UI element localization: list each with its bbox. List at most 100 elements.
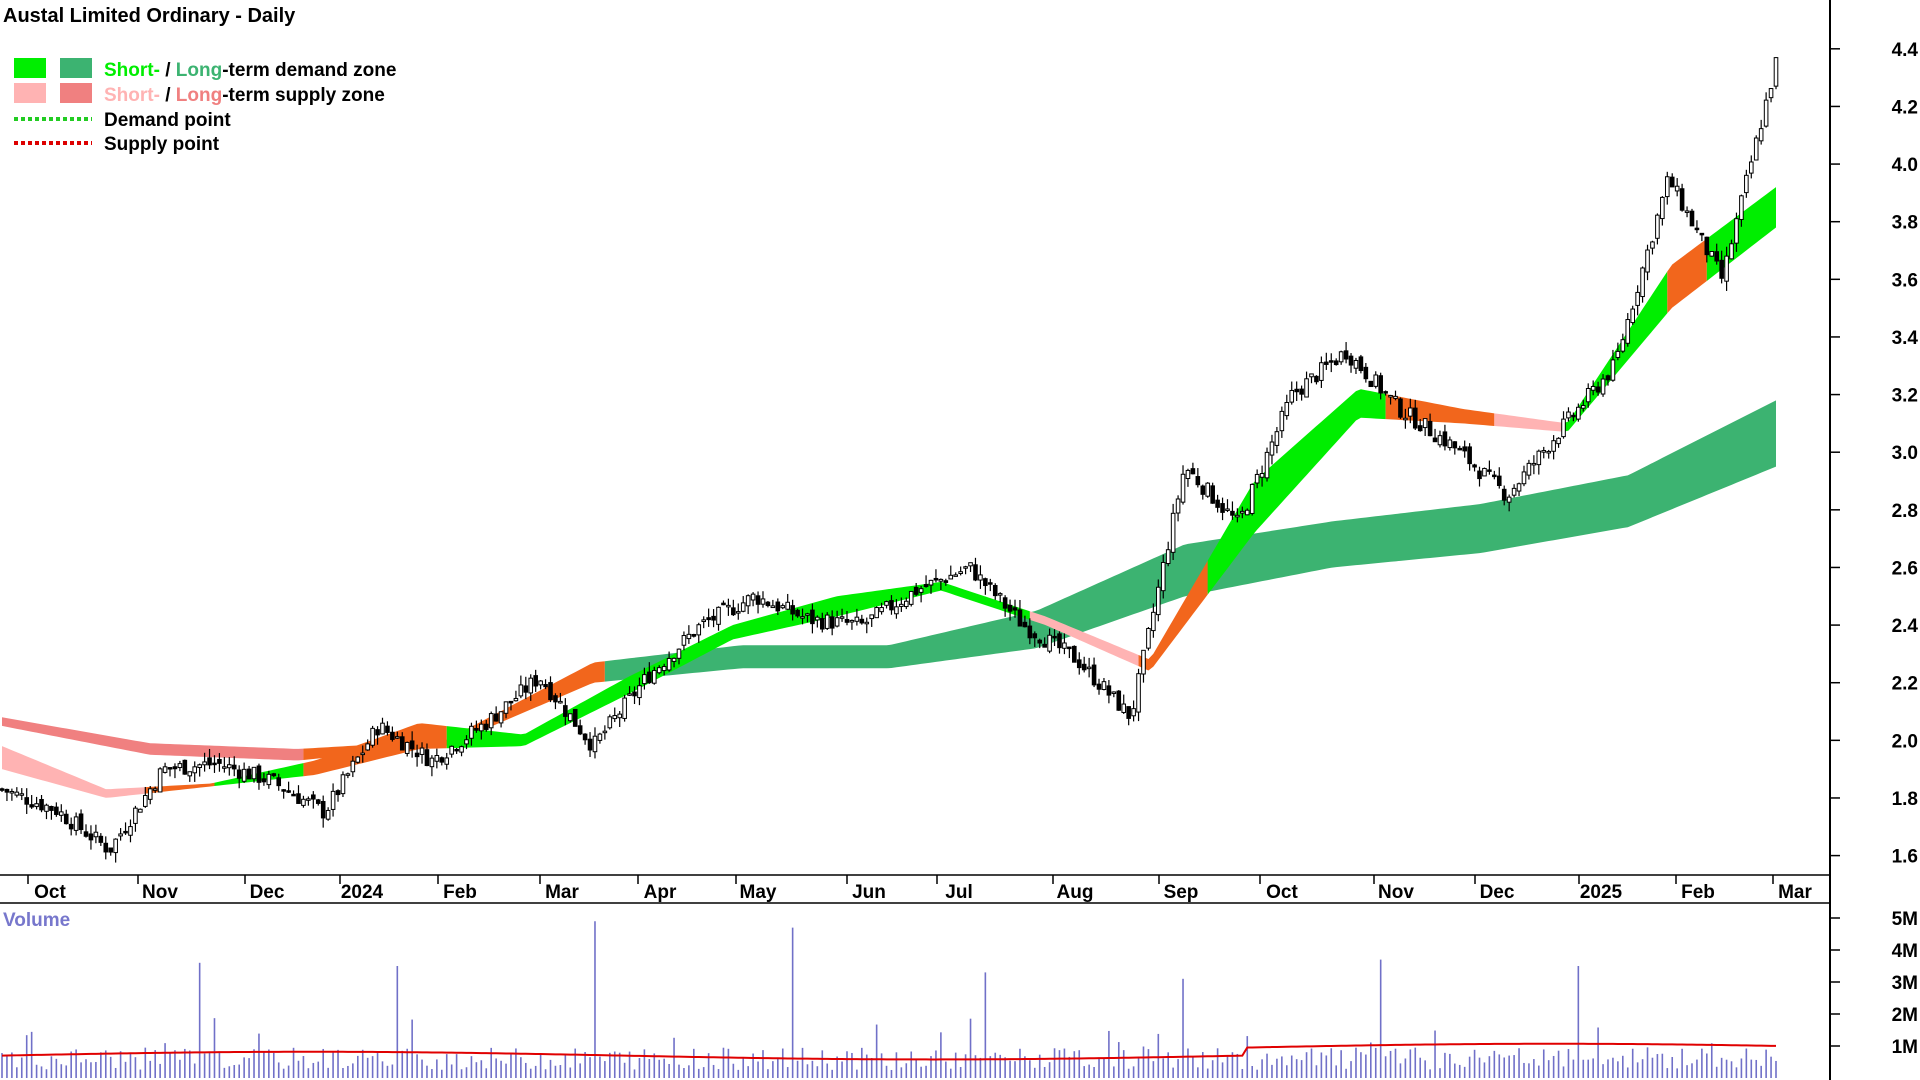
candle-body [1635, 291, 1640, 306]
candle-body [1205, 482, 1211, 497]
candle-body [345, 773, 351, 776]
candle-body [1442, 431, 1448, 447]
candle-body [800, 616, 805, 619]
candle-body [1111, 691, 1117, 694]
y-tick-label: 2.2 [1892, 674, 1918, 695]
candle-body [810, 609, 815, 625]
candle-body [1081, 663, 1087, 671]
candle-body [1773, 57, 1779, 87]
candle-body [706, 617, 711, 621]
candle-body [162, 766, 168, 773]
candle-body [380, 722, 385, 735]
candle-body [503, 701, 509, 714]
candle-body [943, 580, 949, 583]
candle-body [1225, 508, 1230, 511]
candle-body [409, 740, 415, 750]
candle-body [113, 838, 118, 854]
candle-body [395, 736, 400, 739]
candle-body [246, 768, 252, 780]
candle-body [93, 831, 99, 838]
volume-bars [1, 921, 1777, 1078]
candle-body [1679, 188, 1685, 211]
candle-body [1734, 218, 1739, 244]
candle-body [597, 733, 603, 741]
candle-body [488, 713, 494, 729]
candle-body [1556, 437, 1561, 445]
candle-body [869, 614, 875, 620]
x-month-ticks: Oct Nov Dec 2024 Feb Mar Apr May Jun Jul Aug Sep Oct… [27, 875, 1812, 903]
x-tick-label: Dec [1480, 882, 1515, 903]
short-term-supply-zone [2, 746, 146, 798]
short-term-demand-zone [1706, 187, 1776, 281]
x-tick-label: 2025 [1580, 882, 1623, 903]
candle-body [385, 725, 390, 733]
candle-body [543, 684, 548, 688]
candle-body [1052, 635, 1057, 639]
candle-body [1467, 446, 1472, 465]
candle-body [780, 605, 786, 609]
candle-body [1027, 625, 1033, 639]
candle-body [157, 768, 163, 793]
candle-body [454, 748, 459, 752]
long-term-supply-zone [2, 717, 304, 761]
y-tick-label: 3.2 [1892, 386, 1918, 407]
candle-body [1047, 634, 1052, 652]
candle-body [360, 752, 366, 756]
candle-body [647, 671, 652, 684]
candle-body [83, 831, 89, 837]
candle-body [1482, 467, 1487, 477]
candle-body [118, 833, 123, 837]
candle-body [1002, 597, 1008, 609]
legend-supply-long: Long [176, 85, 222, 106]
candle-body [1408, 407, 1413, 417]
candle-body [1042, 643, 1047, 648]
volume-tick-label: 5M [1892, 909, 1918, 930]
candle-body [177, 763, 183, 769]
candle-body [1185, 469, 1191, 480]
candle-body [1546, 450, 1551, 454]
candle-body [538, 680, 543, 686]
candle-body [894, 606, 899, 615]
candle-body [14, 791, 20, 796]
candle-body [350, 760, 356, 773]
candle-body [1324, 361, 1329, 365]
candle-body [68, 823, 74, 830]
candle-body [1472, 464, 1477, 468]
candle-body [483, 723, 489, 730]
candle-body [1610, 359, 1616, 381]
candle-body [666, 657, 672, 671]
candle-body [1457, 447, 1463, 451]
candle-body [1753, 137, 1759, 161]
volume-label: Volume [3, 910, 70, 931]
candle-body [1694, 227, 1700, 231]
candle-body [1744, 174, 1749, 194]
candle-body [651, 670, 657, 684]
volume-average-line [1, 1042, 1777, 1061]
candle-body [271, 773, 277, 777]
candle-body [192, 766, 198, 774]
candle-body [1249, 483, 1255, 514]
candle-body [459, 746, 464, 753]
candle-body [988, 582, 993, 585]
candle-body [266, 773, 272, 786]
legend-demand-rest: -term demand zone [222, 60, 396, 81]
x-tick-label: Feb [443, 882, 477, 903]
x-tick-label: Oct [34, 882, 66, 903]
candle-body [207, 757, 212, 766]
candle-body [834, 617, 840, 627]
candle-body [1566, 411, 1571, 419]
candle-body [306, 798, 311, 801]
y-tick-label: 2.8 [1892, 501, 1918, 522]
candle-body [39, 798, 44, 811]
candle-body [968, 562, 973, 567]
candle-body [256, 765, 262, 783]
candle-body [123, 830, 128, 834]
candle-body [1600, 378, 1606, 395]
x-tick-label: Feb [1681, 882, 1715, 903]
short-term-transition-zone [1667, 238, 1707, 314]
candle-body [0, 788, 5, 791]
candle-body [1126, 706, 1131, 719]
candle-body [992, 585, 998, 597]
x-tick-label: Sep [1164, 882, 1199, 903]
